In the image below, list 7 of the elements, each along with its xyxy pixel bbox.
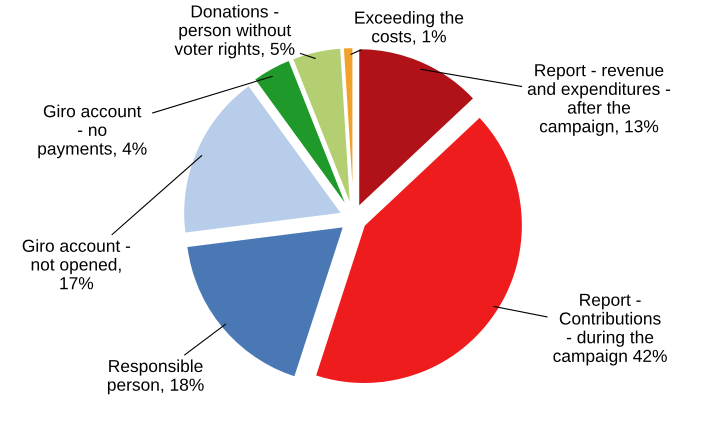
slice-label: Donations - person without voter rights, 5% <box>174 4 294 58</box>
slice-label: Responsible person, 18% <box>108 359 204 394</box>
slice-label: Report - Contributions - during the campaign 42% <box>553 294 667 366</box>
slice-label: Giro account - no payments, 4% <box>38 104 147 158</box>
slice-label: Report - revenue and expenditures - after the campaign, 13% <box>528 64 670 136</box>
slice-label: Giro account - not opened, 17% <box>22 239 130 290</box>
slice-label: Exceeding the costs, 1% <box>355 11 464 45</box>
